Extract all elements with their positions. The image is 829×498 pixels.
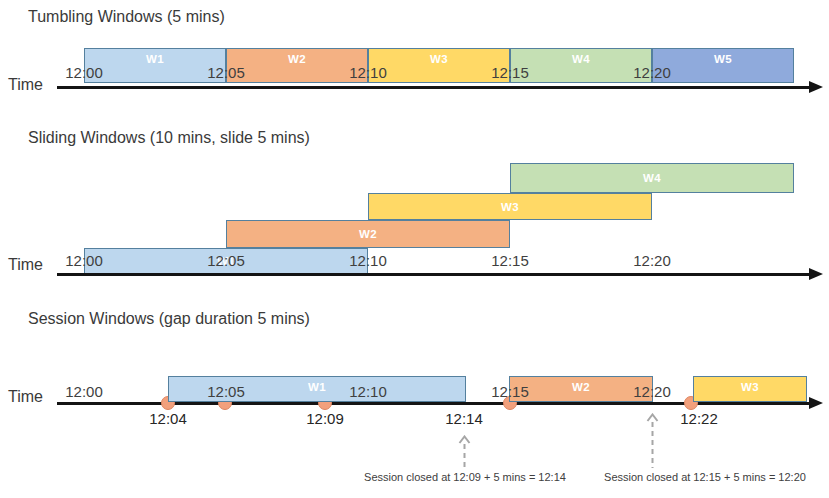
event-time-label: 12:09 bbox=[306, 410, 344, 427]
time-axis-label: Time bbox=[8, 76, 43, 94]
window-label: W3 bbox=[741, 381, 759, 393]
tick-label: 12:10 bbox=[349, 252, 387, 269]
session-closed-annotation: Session closed at 12:09 + 5 mins = 12:14 bbox=[352, 471, 578, 483]
tick-label: 12:20 bbox=[633, 383, 671, 400]
event-time-label: 12:04 bbox=[149, 410, 187, 427]
session-window-w2: W2 bbox=[509, 376, 653, 402]
window-label: W4 bbox=[643, 172, 661, 184]
window-label: W5 bbox=[714, 53, 732, 65]
tick-label: 12:15 bbox=[491, 64, 529, 81]
sliding-window-w2: W2 bbox=[226, 220, 510, 248]
tick-label: 12:05 bbox=[207, 252, 245, 269]
window-label: W2 bbox=[359, 228, 377, 240]
tick-label: 12:10 bbox=[349, 64, 387, 81]
time-axis bbox=[57, 86, 809, 89]
tumbling-window-w2: W2 bbox=[226, 48, 368, 83]
tick-label: 12:15 bbox=[491, 383, 529, 400]
axis-arrowhead-icon bbox=[809, 268, 823, 280]
tumbling-section-title: Tumbling Windows (5 mins) bbox=[28, 8, 225, 26]
window-label: W3 bbox=[501, 201, 519, 213]
time-axis-label: Time bbox=[8, 256, 43, 274]
sliding-window-w4: W4 bbox=[510, 163, 794, 193]
event-time-label: 12:14 bbox=[445, 410, 483, 427]
sliding-window-w3: W3 bbox=[368, 193, 652, 220]
session-closed-arrow-icon bbox=[646, 413, 659, 468]
tumbling-window-w1: W1 bbox=[84, 48, 226, 83]
window-label: W3 bbox=[430, 53, 448, 65]
tick-label: 12:20 bbox=[633, 64, 671, 81]
tumbling-window-w3: W3 bbox=[368, 48, 510, 83]
time-axis bbox=[57, 273, 809, 276]
window-label: W1 bbox=[146, 53, 164, 65]
tick-label: 12:00 bbox=[65, 252, 103, 269]
windowing-diagram: Tumbling Windows (5 mins) W1 W2 W3 W4 W5… bbox=[0, 0, 829, 498]
time-axis-label: Time bbox=[8, 388, 43, 406]
window-label: W2 bbox=[572, 381, 590, 393]
session-window-w3: W3 bbox=[693, 376, 807, 402]
tick-label: 12:00 bbox=[65, 383, 103, 400]
session-closed-annotation: Session closed at 12:15 + 5 mins = 12:20 bbox=[592, 471, 818, 483]
window-label: W2 bbox=[288, 53, 306, 65]
tick-label: 12:20 bbox=[633, 252, 671, 269]
window-label: W1 bbox=[308, 381, 326, 393]
session-closed-arrow-icon bbox=[458, 435, 471, 468]
tick-label: 12:05 bbox=[207, 383, 245, 400]
tick-label: 12:05 bbox=[207, 64, 245, 81]
window-label: W4 bbox=[572, 53, 590, 65]
tick-label: 12:15 bbox=[491, 252, 529, 269]
axis-arrowhead-icon bbox=[809, 397, 823, 409]
axis-arrowhead-icon bbox=[809, 81, 823, 93]
tick-label: 12:10 bbox=[349, 383, 387, 400]
tick-label: 12:00 bbox=[65, 64, 103, 81]
tumbling-window-w4: W4 bbox=[510, 48, 652, 83]
tumbling-window-w5: W5 bbox=[652, 48, 794, 83]
session-section-title: Session Windows (gap duration 5 mins) bbox=[28, 310, 310, 328]
sliding-section-title: Sliding Windows (10 mins, slide 5 mins) bbox=[28, 129, 310, 147]
event-time-label: 12:22 bbox=[680, 410, 718, 427]
